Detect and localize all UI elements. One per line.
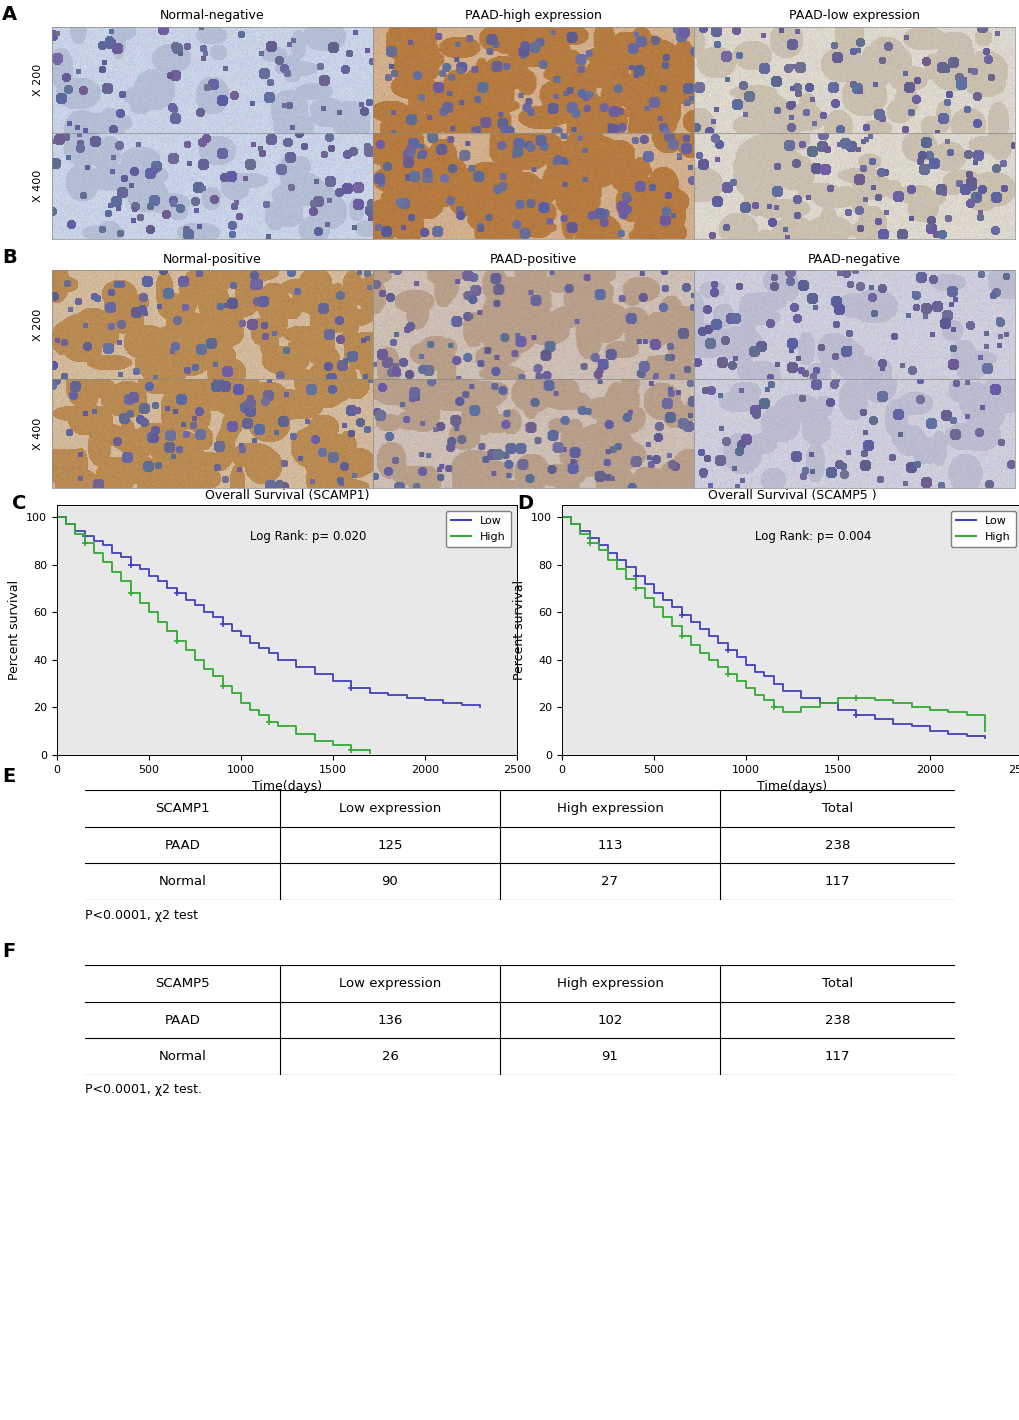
Text: 26: 26 [381, 1051, 398, 1064]
Text: Normal: Normal [158, 875, 206, 888]
Text: Total: Total [821, 802, 852, 815]
Legend: Low, High: Low, High [445, 511, 511, 547]
Text: 238: 238 [824, 1014, 850, 1027]
Text: X 200: X 200 [33, 64, 43, 97]
Y-axis label: Percent survival: Percent survival [513, 579, 525, 680]
Text: 113: 113 [597, 838, 623, 852]
Text: Total: Total [821, 977, 852, 990]
Text: X 400: X 400 [33, 417, 43, 450]
Text: PAAD-negative: PAAD-negative [807, 253, 900, 266]
Text: Normal-positive: Normal-positive [163, 253, 262, 266]
Text: 90: 90 [381, 875, 398, 888]
Text: 136: 136 [377, 1014, 403, 1027]
Text: P<0.0001, χ2 test: P<0.0001, χ2 test [85, 909, 198, 922]
Text: PAAD: PAAD [164, 838, 201, 852]
Text: E: E [2, 767, 15, 787]
Text: C: C [12, 494, 26, 513]
Text: 117: 117 [824, 875, 850, 888]
Text: 238: 238 [824, 838, 850, 852]
X-axis label: Time(days): Time(days) [252, 780, 322, 794]
Text: High expression: High expression [556, 802, 662, 815]
Text: 91: 91 [601, 1051, 618, 1064]
Text: Low expression: Low expression [338, 802, 440, 815]
Text: PAAD-low expression: PAAD-low expression [789, 10, 919, 23]
Y-axis label: Percent survival: Percent survival [8, 579, 20, 680]
Text: A: A [2, 6, 17, 24]
Text: High expression: High expression [556, 977, 662, 990]
X-axis label: Time(days): Time(days) [756, 780, 826, 794]
Legend: Low, High: Low, High [950, 511, 1016, 547]
Text: 102: 102 [597, 1014, 622, 1027]
Text: B: B [2, 248, 16, 267]
Text: Normal-negative: Normal-negative [160, 10, 265, 23]
Text: F: F [2, 941, 15, 961]
Text: PAAD-high expression: PAAD-high expression [465, 10, 601, 23]
Text: X 200: X 200 [33, 308, 43, 341]
Text: SCAMP5: SCAMP5 [155, 977, 210, 990]
Title: Overall Survival (SCAMP1): Overall Survival (SCAMP1) [205, 490, 369, 503]
Text: Log Rank: p= 0.020: Log Rank: p= 0.020 [250, 530, 366, 542]
Text: PAAD-positive: PAAD-positive [489, 253, 577, 266]
Text: PAAD: PAAD [164, 1014, 201, 1027]
Text: 125: 125 [377, 838, 403, 852]
Text: SCAMP1: SCAMP1 [155, 802, 210, 815]
Title: Overall Survival (SCAMP5 ): Overall Survival (SCAMP5 ) [707, 490, 875, 503]
Text: X 400: X 400 [33, 170, 43, 202]
Text: Log Rank: p= 0.004: Log Rank: p= 0.004 [754, 530, 870, 542]
Text: P<0.0001, χ2 test.: P<0.0001, χ2 test. [85, 1083, 202, 1096]
Text: 117: 117 [824, 1051, 850, 1064]
Text: Normal: Normal [158, 1051, 206, 1064]
Text: D: D [517, 494, 533, 513]
Text: 27: 27 [601, 875, 618, 888]
Text: Low expression: Low expression [338, 977, 440, 990]
